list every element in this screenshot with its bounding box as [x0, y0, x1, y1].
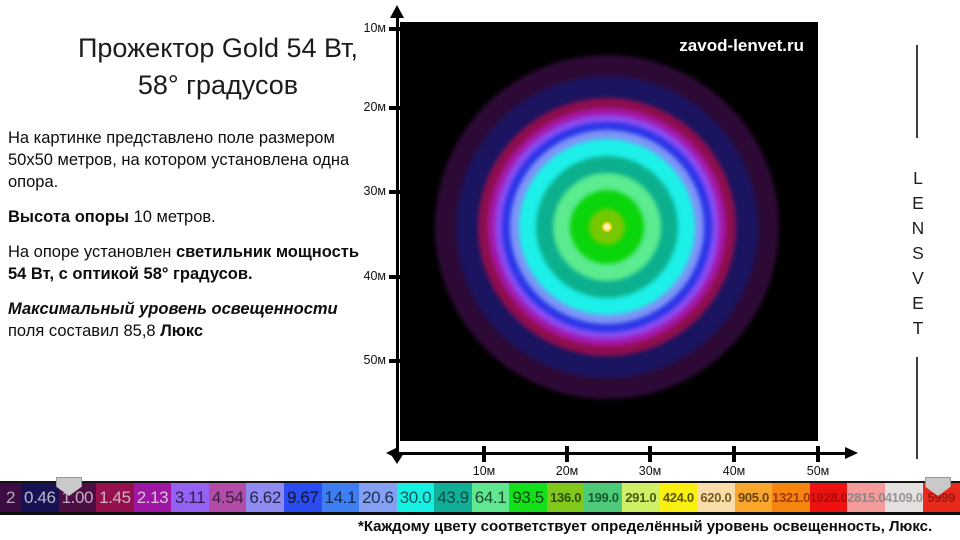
scale-pointer-icon — [56, 477, 82, 496]
lux-color-scale: 2 0.46 1.00 1.45 2.13 3.11 4.54 6.62 9.67 14.1 20.… — [0, 481, 960, 515]
scale-cell: 136.0 — [546, 483, 585, 512]
y-tick — [389, 190, 406, 194]
scale-cell: 1.45 — [96, 483, 134, 512]
y-tick-label: 30м — [363, 184, 387, 198]
scale-cell: 64.1 — [471, 483, 510, 512]
title-line-1: Прожектор Gold 54 Вт, — [78, 33, 358, 63]
x-tick-label: 30м — [638, 464, 662, 478]
scale-cell: 20.6 — [359, 483, 397, 512]
y-axis-line — [396, 16, 399, 453]
y-tick — [389, 275, 406, 279]
scale-pointer-icon — [925, 477, 951, 496]
page-title: Прожектор Gold 54 Вт, 58° градусов — [16, 30, 420, 104]
x-tick-label: 50м — [806, 464, 830, 478]
x-tick — [816, 446, 820, 462]
scale-cell: 620.0 — [697, 483, 735, 512]
illuminance-map: zavod-lenvet.ru — [400, 22, 818, 441]
x-tick — [565, 446, 569, 462]
scale-cell: 93.5 — [509, 483, 547, 512]
scale-cell: 291.0 — [622, 483, 660, 512]
y-tick — [389, 106, 406, 110]
y-tick-label: 40м — [363, 269, 387, 283]
brand-letter: V — [912, 268, 924, 288]
y-tick-label: 10м — [363, 21, 387, 35]
text-segment: Максимальный уровень освещенности — [8, 300, 338, 318]
scale-cell: 43.9 — [434, 483, 472, 512]
x-tick — [648, 446, 652, 462]
scale-cell: 199.0 — [584, 483, 622, 512]
brand-divider-bottom — [916, 357, 918, 459]
text-segment: На картинке представлено поле размером 5… — [8, 129, 350, 191]
scale-cell: 30.0 — [396, 483, 435, 512]
scale-cell: 905.0 — [734, 483, 773, 512]
scale-cell: 0.46 — [21, 483, 59, 512]
y-axis-arrow-up-icon — [390, 5, 404, 18]
scale-cell: 4109.0 — [884, 483, 923, 512]
brand-letter: N — [911, 218, 925, 238]
brand-letter: T — [912, 318, 924, 338]
text-segment: Высота опоры — [8, 208, 129, 226]
title-line-2: 58° градусов — [137, 70, 299, 100]
info-paragraph: Максимальный уровень освещенности поля с… — [8, 298, 374, 342]
x-tick — [482, 446, 486, 462]
scale-cell: 4.54 — [208, 483, 247, 512]
brand-letter: E — [912, 193, 924, 213]
y-tick — [389, 27, 406, 31]
x-tick — [732, 446, 736, 462]
brand-letter: S — [912, 243, 924, 263]
text-segment: 10 метров. — [129, 208, 216, 226]
scale-cell: 6.62 — [246, 483, 284, 512]
info-paragraph: На картинке представлено поле размером 5… — [8, 127, 374, 193]
scale-cell: 2.13 — [133, 483, 172, 512]
text-segment: На опоре установлен — [8, 243, 176, 261]
scale-cell: 1321.0 — [772, 483, 810, 512]
scale-cell: 424.0 — [659, 483, 698, 512]
x-axis-arrow-left-icon — [386, 447, 398, 459]
description-text: На картинке представлено поле размером 5… — [8, 127, 374, 355]
watermark-text: zavod-lenvet.ru — [679, 36, 804, 55]
scale-cell: 1928.0 — [809, 483, 848, 512]
lamp-marker — [602, 222, 612, 232]
text-segment: светильник мощность 54 Вт, с оптикой 58°… — [8, 243, 360, 283]
scale-cell: 2 — [0, 483, 21, 512]
scale-cell: 9.67 — [283, 483, 322, 512]
brand-divider-top — [916, 45, 918, 138]
x-tick-label: 20м — [555, 464, 579, 478]
scale-cell: 2815.0 — [847, 483, 885, 512]
scale-cell: 14.1 — [321, 483, 360, 512]
legend-caption: *Каждому цвету соответствует определённы… — [358, 518, 933, 535]
text-segment: поля составил 85,8 — [8, 322, 161, 340]
x-axis-line — [399, 452, 847, 455]
scale-cell: 3.11 — [171, 483, 209, 512]
brand-letter: E — [912, 293, 924, 313]
y-tick-label: 50м — [363, 353, 387, 367]
text-segment: Люкс — [160, 322, 204, 340]
y-tick-label: 20м — [363, 100, 387, 114]
info-paragraph: Высота опоры 10 метров. — [8, 206, 374, 228]
brand-letter: L — [913, 168, 923, 188]
x-tick-label: 40м — [722, 464, 746, 478]
x-axis-arrow-right-icon — [845, 447, 858, 459]
info-paragraph: На опоре установлен светильник мощность … — [8, 241, 374, 285]
x-tick-label: 10м — [472, 464, 496, 478]
y-tick — [389, 359, 406, 363]
